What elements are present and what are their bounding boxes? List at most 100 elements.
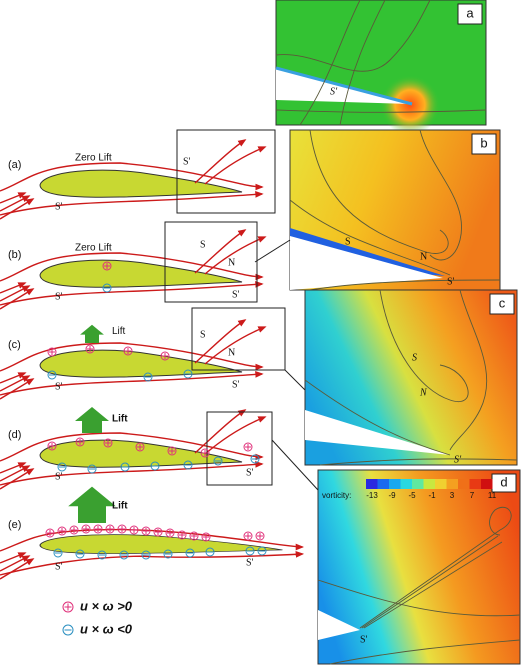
- point-label: S': [232, 289, 240, 300]
- marker-sign: [125, 348, 131, 354]
- streamline: [204, 326, 267, 365]
- marker-ring: [183, 369, 193, 379]
- marker-ring: [103, 438, 113, 448]
- schematic-c: (c) Lift S N S' S': [0, 307, 286, 400]
- positive-marker: [102, 261, 112, 271]
- negative-marker: [97, 550, 107, 560]
- positive-marker: [105, 524, 115, 534]
- positive-marker: [177, 530, 187, 540]
- positive-marker: [75, 437, 85, 447]
- streamline: [0, 198, 35, 220]
- positive-marker: [165, 528, 175, 538]
- streamline: [0, 285, 31, 302]
- colorbar: -13 -9 -5 -1 3 7 11: [366, 479, 497, 500]
- streamline: [0, 252, 264, 282]
- negative-marker: [120, 462, 130, 472]
- marker-ring: [97, 550, 107, 560]
- colorbar-tick: -13: [366, 491, 378, 500]
- panel-tag: (c): [8, 339, 21, 351]
- negative-marker: [163, 549, 173, 559]
- negative-marker: [185, 548, 195, 558]
- lift-label: Zero Lift: [75, 153, 112, 164]
- colorbar-swatch: [400, 479, 412, 489]
- point-label: S': [55, 291, 63, 302]
- marker-ring: [75, 549, 85, 559]
- sim-panel-d: d vorticity: -13 -9 -5 -1 3 7 11 S': [317, 469, 521, 665]
- point-label: S: [412, 352, 417, 363]
- negative-marker: [205, 547, 215, 557]
- colorbar-swatch: [389, 479, 401, 489]
- marker-ring: [123, 346, 133, 356]
- marker-ring: [163, 549, 173, 559]
- marker-sign: [191, 533, 197, 539]
- streamline: [0, 192, 27, 204]
- streamline: [194, 409, 247, 454]
- point-label: S': [183, 156, 191, 167]
- marker-sign: [105, 440, 111, 446]
- legend-positive: u × ω >0: [80, 598, 133, 613]
- marker-sign: [49, 349, 55, 355]
- marker-sign: [169, 448, 175, 454]
- point-label: S': [55, 201, 63, 212]
- positive-marker: [57, 526, 67, 536]
- marker-sign: [77, 439, 83, 445]
- streamline: [0, 432, 264, 462]
- colorbar-tick: -9: [388, 491, 396, 500]
- panel-tag: (e): [8, 519, 21, 531]
- legend: u × ω >0 u × ω <0: [62, 598, 133, 636]
- positive-marker: [201, 532, 211, 542]
- panel-tag: c: [499, 295, 506, 310]
- marker-ring: [143, 372, 153, 382]
- streamline: [0, 280, 264, 306]
- positive-marker: [47, 347, 57, 357]
- colorbar-swatch: [435, 479, 447, 489]
- marker-sign: [155, 529, 161, 535]
- negative-marker: [257, 546, 267, 556]
- streamline: [0, 558, 35, 580]
- positive-marker: [141, 526, 151, 536]
- negative-marker: [57, 462, 67, 472]
- airfoil: [39, 259, 243, 288]
- zoom-box: [206, 411, 273, 486]
- streamline: [0, 375, 31, 392]
- point-label: S': [330, 86, 338, 97]
- marker-ring: [257, 546, 267, 556]
- point-label: S': [447, 276, 455, 287]
- positive-marker: [243, 531, 253, 541]
- streamline: [0, 528, 305, 552]
- airfoil: [39, 439, 243, 468]
- point-label: S': [454, 454, 462, 465]
- marker-sign: [49, 443, 55, 449]
- panel-tag: (a): [8, 159, 21, 171]
- marker-ring: [250, 454, 260, 464]
- streamline: [0, 378, 35, 400]
- positive-marker: [69, 525, 79, 535]
- point-label: S': [55, 471, 63, 482]
- marker-ring: [57, 462, 67, 472]
- colorbar-swatch: [412, 479, 424, 489]
- marker-sign: [203, 534, 209, 540]
- streamline: [194, 139, 247, 184]
- point-label: N: [420, 251, 427, 262]
- colorbar-tick: 11: [488, 491, 497, 500]
- streamline: [0, 462, 27, 474]
- colorbar-swatch: [377, 479, 389, 489]
- lift-arrow: [75, 407, 109, 433]
- lift-arrow: [80, 324, 104, 343]
- marker-sign: [257, 533, 263, 539]
- positive-marker: [255, 531, 265, 541]
- colorbar-tick: -1: [428, 491, 436, 500]
- sim-panel-b: b S N S': [289, 129, 501, 291]
- sim-panel-c: c S N S': [304, 289, 518, 466]
- positive-marker: [135, 442, 145, 452]
- colorbar-tick: -5: [408, 491, 416, 500]
- marker-ring: [245, 546, 255, 556]
- negative-marker: [102, 283, 112, 293]
- marker-ring: [141, 526, 151, 536]
- negative-marker: [143, 372, 153, 382]
- panel-tag: (b): [8, 249, 21, 261]
- negative-marker: [250, 454, 260, 464]
- zoom-box: [191, 307, 286, 371]
- marker-ring: [47, 347, 57, 357]
- streamline: [194, 319, 247, 364]
